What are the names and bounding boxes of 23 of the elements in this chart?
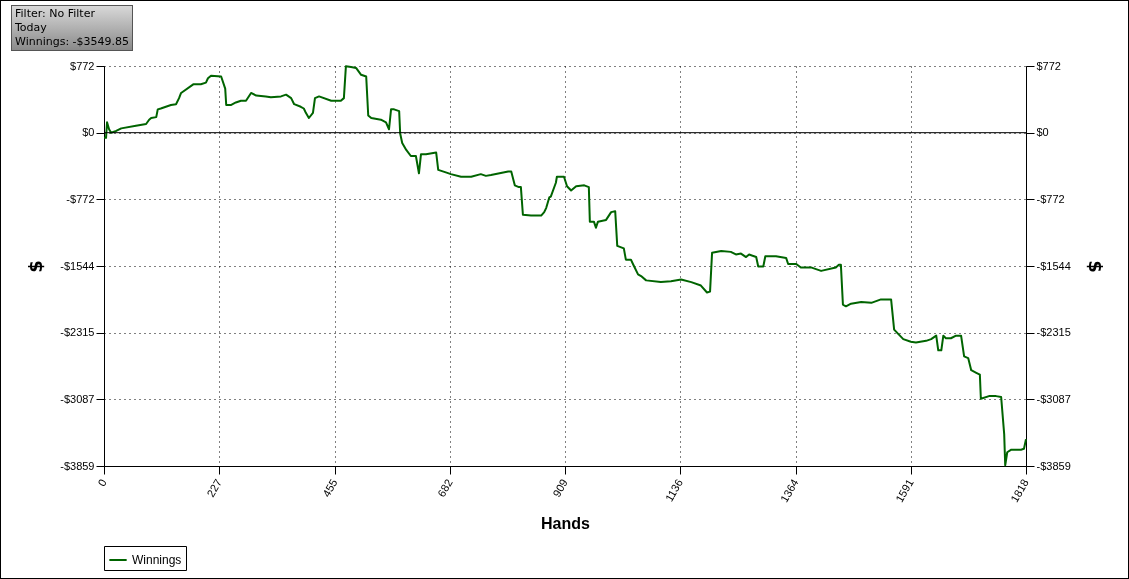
y2-tick-label: $0 [1036, 126, 1049, 139]
y-axis-title: $ [25, 260, 47, 273]
x-tick-label: 0 [95, 477, 109, 489]
y2-tick-label: -$3087 [1036, 392, 1071, 405]
legend-label: Winnings [132, 553, 182, 567]
x-tick-label: 909 [550, 477, 570, 499]
x-tick-label: 682 [435, 477, 455, 499]
y-tick-label: $772 [70, 59, 95, 72]
x-axis-title: Hands [541, 515, 591, 533]
x-tick-label: 455 [320, 477, 340, 499]
y2-tick-label: -$2315 [1036, 326, 1071, 339]
y-tick-label: -$3859 [60, 459, 95, 472]
y2-tick-label: -$772 [1036, 192, 1065, 205]
info-box: Filter: No Filter Today Winnings: -$3549.85 [11, 5, 134, 51]
y2-tick-label: $772 [1036, 59, 1061, 72]
y-tick-label: -$772 [66, 192, 95, 205]
y-tick-label: -$3087 [60, 392, 95, 405]
y-tick-label: -$1544 [60, 259, 95, 272]
y2-axis-title: $ [1084, 260, 1106, 273]
y-tick-label: $0 [82, 126, 95, 139]
y2-tick-label: -$1544 [1036, 259, 1071, 272]
y-tick-label: -$2315 [60, 326, 95, 339]
y2-tick-label: -$3859 [1036, 459, 1071, 472]
